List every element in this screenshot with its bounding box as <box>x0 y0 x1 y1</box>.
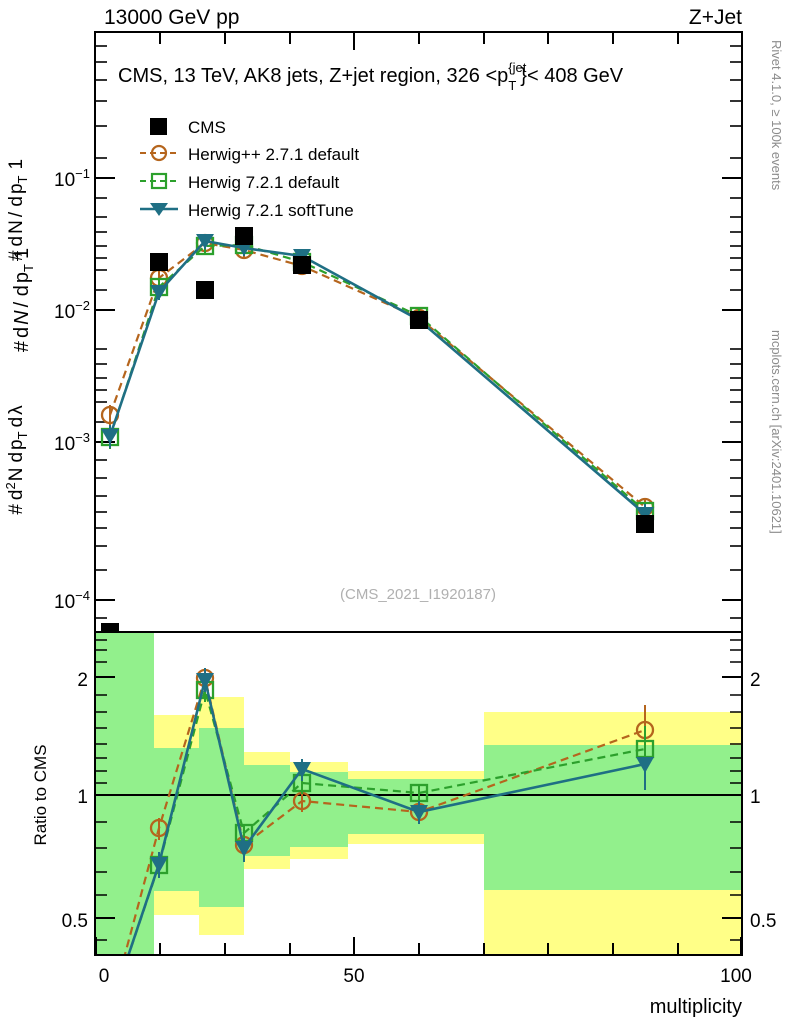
main-y-minor-ticks <box>95 45 742 619</box>
ratio-markers-softtune <box>150 673 654 873</box>
ratio-y-ticks <box>95 676 742 919</box>
main-ytick-4: 10−4 <box>54 588 90 613</box>
main-x-top-ticks <box>159 32 679 50</box>
main-panel: 10−1 10−2 10−3 10−4 #dN/ dpT1 #d2NdpTdλ … <box>3 31 743 637</box>
legend-marker-softtune <box>150 203 168 216</box>
legend-label-softtune: Herwig 7.2.1 softTune <box>188 201 354 220</box>
cms-point <box>196 281 214 299</box>
x-axis-label: multiplicity <box>650 996 742 1018</box>
ratio-bands <box>96 633 741 954</box>
analysis-watermark: (CMS_2021_I1920187) <box>340 586 496 603</box>
ratio-ytick-05-right: 0.5 <box>750 911 776 932</box>
legend-label-cms: CMS <box>188 118 226 137</box>
xtick-100: 100 <box>720 966 752 987</box>
ratio-y-axis-label: Ratio to CMS <box>31 744 50 845</box>
legend-marker-cms <box>150 118 167 135</box>
ratio-ytick-2-right: 2 <box>750 670 761 691</box>
ratio-ytick-1: 1 <box>77 787 88 808</box>
ratio-y-tick-labels: 2 1 0.5 2 1 0.5 <box>62 670 777 932</box>
main-ytick-3: 10−3 <box>54 430 90 455</box>
y-axis-label-text: #dN/ dpT1 <box>11 248 36 352</box>
header-left: 13000 GeV pp <box>104 6 239 29</box>
header-right: Z+Jet <box>689 6 742 29</box>
main-ytick-2: 10−2 <box>54 298 90 323</box>
main-ytick-1: 10−1 <box>54 166 90 191</box>
main-y-axis-label: #dN/ dpT1 <box>11 248 36 352</box>
y-axis-label-group: #d2NdpTdλ #dN/ dpT1 <box>3 159 30 515</box>
cms-point <box>410 311 428 329</box>
ratio-ytick-05: 0.5 <box>62 911 88 932</box>
xtick-50: 50 <box>343 966 364 987</box>
legend-marker-herwig721 <box>150 172 168 190</box>
main-y-tick-labels: 10−1 10−2 10−3 10−4 <box>54 166 90 613</box>
main-y-ticks <box>95 177 742 601</box>
ratio-x-ticks <box>95 937 742 955</box>
cms-point <box>150 253 168 271</box>
rivet-info: Rivet 4.1.0, ≥ 100k events <box>769 40 784 191</box>
y-label-numerator: #d2NdpTdλ <box>3 405 30 515</box>
band-green <box>96 633 154 954</box>
legend-label-herwigpp: Herwig++ 2.7.1 default <box>188 145 359 164</box>
cms-point <box>293 256 311 274</box>
legend-marker-herwigpp <box>150 144 168 162</box>
legend-label-herwig721: Herwig 7.2.1 default <box>188 173 339 192</box>
ratio-ytick-2: 2 <box>77 670 88 691</box>
x-tick-labels: 0 50 100 <box>99 966 752 987</box>
main-panel-frame <box>94 31 743 633</box>
ratio-y-minor-ticks <box>95 639 742 941</box>
xtick-0: 0 <box>99 966 110 987</box>
mcplots-info: mcplots.cern.ch [arXiv:2401.10621] <box>769 330 784 534</box>
ratio-panel: 2 1 0.5 2 1 0.5 Ratio to CMS <box>31 631 777 1018</box>
legend: CMS Herwig++ 2.7.1 default Herwig 7.2.1 … <box>140 118 359 220</box>
y-label-denominator: #dN/ dpT1 <box>6 159 30 261</box>
cms-point <box>235 227 253 245</box>
cms-point <box>636 515 654 533</box>
ratio-series <box>123 668 655 954</box>
band-green <box>484 745 741 890</box>
main-plot-title: CMS, 13 TeV, AK8 jets, Z+jet region, 326… <box>118 60 624 93</box>
ratio-ytick-1-right: 1 <box>750 787 761 808</box>
